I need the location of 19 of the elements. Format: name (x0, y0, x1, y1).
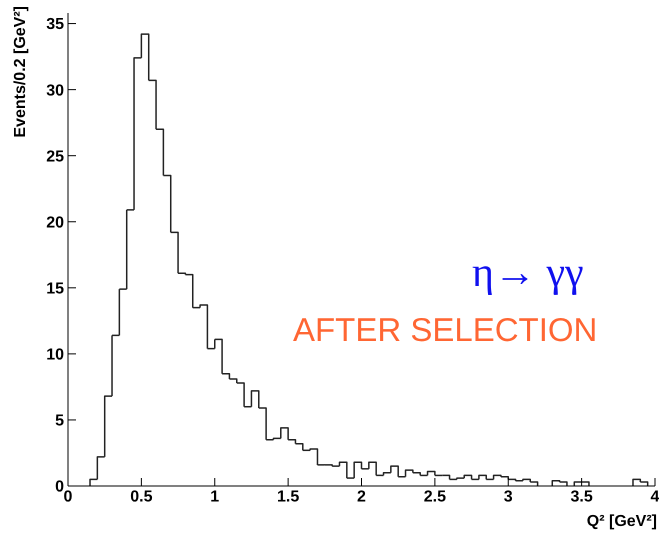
y-tick-label: 20 (46, 214, 64, 232)
y-tick-label: 35 (46, 16, 64, 34)
y-axis-title: Events/0.2 [GeV²] (12, 6, 30, 138)
y-tick-label: 10 (46, 346, 64, 364)
y-tick-label: 25 (46, 148, 64, 166)
x-tick-label: 3 (504, 488, 513, 506)
x-tick-label: 4 (650, 488, 659, 506)
y-tick-label: 5 (55, 412, 64, 430)
x-tick-label: 1.5 (277, 488, 300, 506)
annotation: AFTER SELECTION (293, 311, 598, 348)
x-tick-label: 2.5 (424, 488, 446, 506)
annotation: η→ γγ (472, 250, 584, 296)
x-tick-label: 0.5 (130, 488, 153, 506)
x-tick-label: 1 (210, 488, 220, 506)
y-tick-label: 30 (46, 82, 64, 100)
y-tick-label: 15 (46, 280, 64, 298)
x-axis-title: Q² [GeV²] (586, 513, 657, 531)
x-tick-label: 3.5 (570, 488, 593, 506)
x-tick-label: 2 (357, 488, 366, 506)
